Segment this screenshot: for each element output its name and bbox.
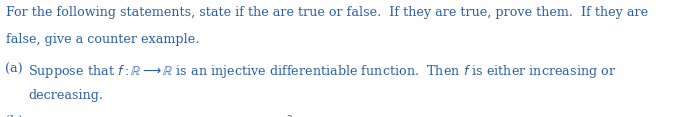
- Text: (b): (b): [5, 115, 23, 117]
- Text: decreasing.: decreasing.: [28, 89, 103, 102]
- Text: For the following statements, state if the are true or false.  If they are true,: For the following statements, state if t…: [6, 6, 648, 19]
- Text: (a): (a): [5, 63, 22, 76]
- Text: Suppose that $f:\mathbb{R}\longrightarrow\mathbb{R}$ satisfies $|f(x)|\leq x^2$.: Suppose that $f:\mathbb{R}\longrightarro…: [28, 115, 414, 117]
- Text: false, give a counter example.: false, give a counter example.: [6, 33, 199, 46]
- Text: Suppose that $f:\mathbb{R}\longrightarrow\mathbb{R}$ is an injective differentia: Suppose that $f:\mathbb{R}\longrightarro…: [28, 63, 616, 80]
